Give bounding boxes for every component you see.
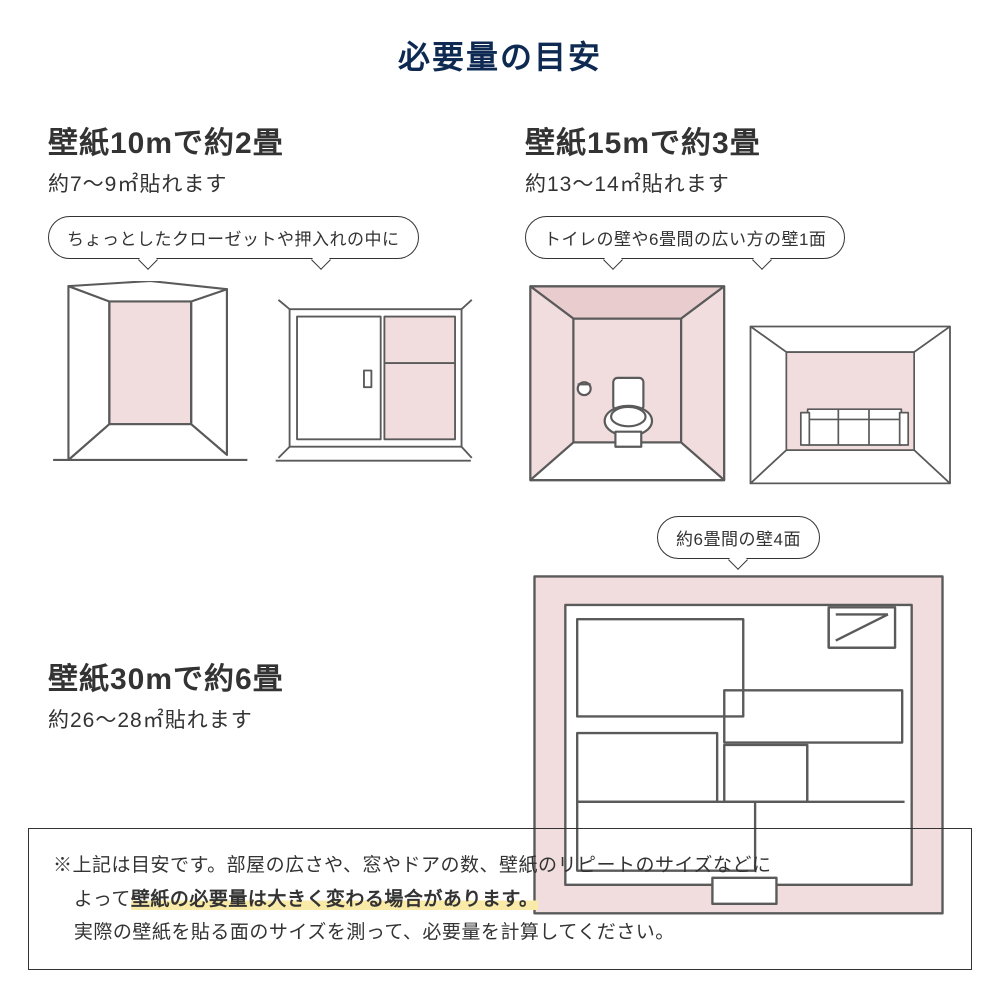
page-title: 必要量の目安 [0, 0, 1000, 78]
section-10m-subheading: 約7～9㎡貼れます [48, 168, 475, 198]
accent-wall-illustration [748, 324, 953, 486]
note-line3: 実際の壁紙を貼る面のサイズを測って、必要量を計算してください。 [53, 916, 947, 949]
section-15m-heading: 壁紙15mで約3畳 [525, 118, 952, 162]
bubble-tail-icon [603, 250, 623, 270]
bubble-tail-icon [752, 250, 772, 270]
note-line1: ※上記は目安です。部屋の広さや、窓やドアの数、壁紙のリピートのサイズなどに [53, 855, 771, 876]
section-floorplan-bubble: 約6畳間の壁4面 [657, 516, 820, 559]
section-10m-heading: 壁紙10mで約2畳 [48, 118, 475, 162]
section-floorplan-bubble-text: 約6畳間の壁4面 [676, 530, 801, 549]
section-30m-subheading: 約26～28㎡貼れます [48, 704, 475, 734]
section-30m-heading: 壁紙30mで約6畳 [48, 654, 475, 698]
section-10m-bubble: ちょっとしたクローゼットや押入れの中に [48, 216, 419, 259]
section-10m-bubble-text: ちょっとしたクローゼットや押入れの中に [67, 230, 400, 249]
note-line2-highlight: 壁紙の必要量は大きく変わる場合があります。 [131, 889, 539, 910]
section-15m: 壁紙15mで約3畳 約13～14㎡貼れます トイレの壁や6畳間の広い方の壁1面 [525, 118, 952, 486]
section-15m-subheading: 約13～14㎡貼れます [525, 168, 952, 198]
section-15m-bubble-text: トイレの壁や6畳間の広い方の壁1面 [544, 230, 826, 249]
sections-grid: 壁紙10mで約2畳 約7～9㎡貼れます ちょっとしたクローゼットや押入れの中に [0, 78, 1000, 942]
note-line2-pre: よって [74, 889, 131, 910]
bubble-tail-icon [138, 250, 158, 270]
footer-note: ※上記は目安です。部屋の広さや、窓やドアの数、壁紙のリピートのサイズなどに よっ… [28, 828, 972, 970]
toilet-room-illustration [525, 281, 730, 486]
sliding-closet-illustration [271, 298, 476, 465]
section-10m: 壁紙10mで約2畳 約7～9㎡貼れます ちょっとしたクローゼットや押入れの中に [48, 118, 475, 486]
closet-illustration [48, 281, 253, 465]
section-15m-bubble: トイレの壁や6畳間の広い方の壁1面 [525, 216, 845, 259]
bubble-tail-icon [311, 250, 331, 270]
section-30m: 壁紙30mで約6畳 約26～28㎡貼れます [48, 654, 475, 774]
